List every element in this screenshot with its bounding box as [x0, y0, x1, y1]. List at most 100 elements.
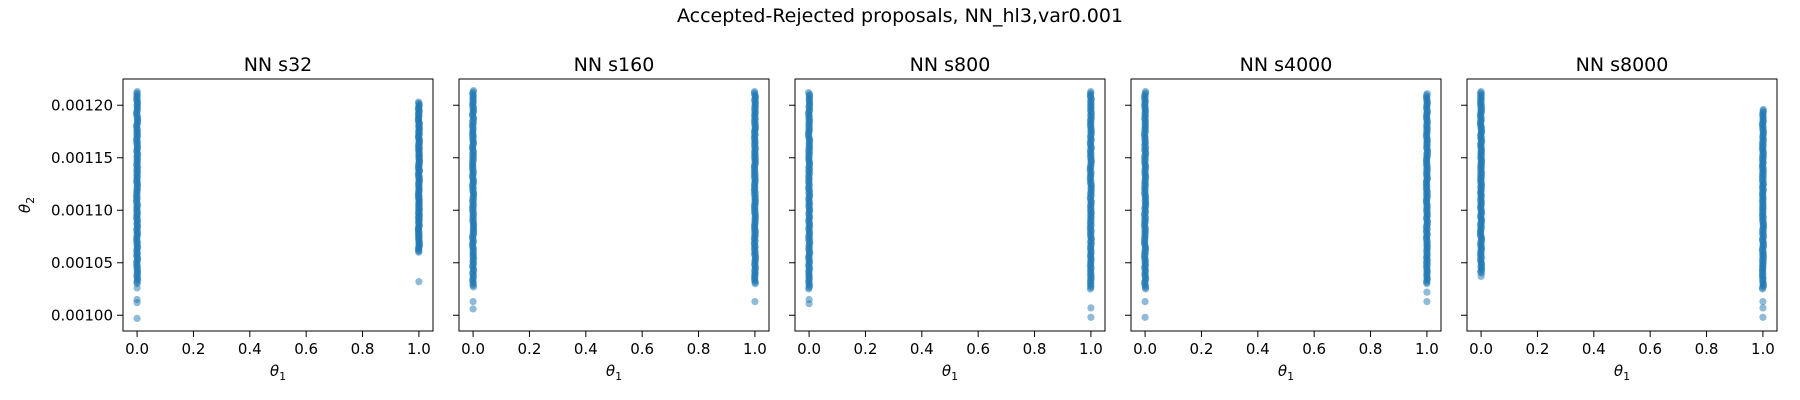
axes-frame	[794, 78, 1106, 332]
data-point	[414, 98, 423, 106]
x-tick-label: 0.0	[461, 340, 485, 358]
axes-frame	[1466, 78, 1778, 332]
data-point	[1087, 313, 1095, 321]
y-tick-label: 0.00110	[51, 201, 113, 219]
x-tick-label: 0.8	[351, 340, 375, 358]
x-axis-label: θ1	[942, 362, 958, 383]
subplot-title: NN s800	[910, 54, 991, 76]
data-point	[1141, 313, 1149, 321]
scatter-points	[468, 86, 760, 313]
data-point	[1423, 90, 1431, 98]
subplot-1: NN s32 0.0 0.2 0.4 0.6 0.8 1.0 θ1 0.00100 0.00105…	[16, 54, 434, 383]
axes-frame	[122, 78, 434, 332]
y-tick-label: 0.00115	[51, 149, 113, 167]
x-tick-label: 1.0	[1751, 340, 1775, 358]
x-axis-label: θ1	[1278, 362, 1294, 383]
data-point	[469, 305, 477, 313]
subplot-title: NN s8000	[1576, 54, 1669, 76]
data-point	[133, 284, 141, 292]
axes-frame	[1130, 78, 1442, 332]
x-tick-label: 0.8	[1359, 340, 1383, 358]
data-point	[1423, 288, 1431, 296]
data-point	[133, 88, 141, 96]
subplot-3: NN s800 0.0 0.2 0.4 0.6 0.8 1.0 θ1	[789, 54, 1106, 383]
scatter-points	[804, 88, 1096, 321]
subplot-5: NN s8000 0.0 0.2 0.4 0.6 0.8 1.0 θ1	[1461, 54, 1778, 383]
y-axis-label: θ2	[16, 197, 37, 213]
x-tick-label: 0.4	[574, 340, 598, 358]
subplot-4: NN s4000 0.0 0.2 0.4 0.6 0.8 1.0 θ1	[1125, 54, 1442, 383]
x-axis-label: θ1	[606, 362, 622, 383]
x-tick-label: 0.2	[854, 340, 878, 358]
x-axis: 0.0 0.2 0.4 0.6 0.8 1.0 θ1	[797, 331, 1103, 383]
y-axis: 0.00100 0.00105 0.00110 0.00115 0.00120 θ2	[16, 96, 123, 324]
x-axis-label: θ1	[270, 362, 286, 383]
subplot-title: NN s32	[244, 54, 313, 76]
x-tick-label: 0.2	[182, 340, 206, 358]
data-point	[1087, 304, 1095, 312]
x-tick-label: 1.0	[743, 340, 767, 358]
scatter-points	[1140, 88, 1432, 321]
data-point	[415, 278, 423, 286]
data-point	[805, 300, 813, 308]
subplot-title: NN s4000	[1240, 54, 1333, 76]
x-tick-label: 0.6	[966, 340, 990, 358]
y-axis	[789, 104, 795, 316]
x-tick-label: 0.0	[125, 340, 149, 358]
x-axis: 0.0 0.2 0.4 0.6 0.8 1.0 θ1	[461, 331, 767, 383]
x-tick-label: 0.4	[1582, 340, 1606, 358]
scatter-points	[132, 88, 424, 322]
x-axis-label: θ1	[1614, 362, 1630, 383]
scatter-points	[1476, 88, 1768, 321]
x-axis: 0.0 0.2 0.4 0.6 0.8 1.0 θ1	[1469, 331, 1775, 383]
data-point	[469, 298, 477, 306]
data-point	[1141, 298, 1149, 306]
data-point	[133, 314, 141, 322]
data-point	[804, 89, 813, 97]
x-tick-label: 0.6	[630, 340, 654, 358]
x-axis: 0.0 0.2 0.4 0.6 0.8 1.0 θ1	[1133, 331, 1439, 383]
x-tick-label: 0.4	[238, 340, 262, 358]
data-point	[1759, 304, 1767, 312]
data-point	[750, 88, 759, 96]
data-point	[1477, 272, 1485, 280]
x-tick-label: 0.6	[1302, 340, 1326, 358]
data-point	[1423, 298, 1431, 306]
data-point	[469, 86, 478, 95]
x-tick-label: 0.0	[1469, 340, 1493, 358]
x-tick-label: 0.8	[1695, 340, 1719, 358]
y-tick-label: 0.00105	[51, 254, 113, 272]
data-point	[751, 298, 759, 306]
subplot-title: NN s160	[574, 54, 655, 76]
x-tick-label: 1.0	[1079, 340, 1103, 358]
data-point	[1759, 105, 1767, 114]
data-point	[1087, 88, 1095, 96]
x-tick-label: 0.4	[910, 340, 934, 358]
data-point	[1759, 313, 1767, 321]
x-tick-label: 0.2	[1526, 340, 1550, 358]
x-tick-label: 0.0	[797, 340, 821, 358]
data-point	[1141, 88, 1150, 96]
y-tick-label: 0.00100	[51, 306, 113, 324]
data-point	[133, 299, 141, 307]
x-tick-label: 0.8	[1023, 340, 1047, 358]
x-tick-label: 0.0	[1133, 340, 1157, 358]
subplot-2: NN s160 0.0 0.2 0.4 0.6 0.8 1.0 θ1	[453, 54, 770, 383]
subplot-grid: NN s32 0.0 0.2 0.4 0.6 0.8 1.0 θ1 0.00100 0.00105…	[16, 54, 1778, 383]
y-axis	[1125, 104, 1131, 316]
figure-suptitle: Accepted-Rejected proposals, NN_hl3,var0…	[677, 5, 1123, 27]
y-tick-label: 0.00120	[51, 96, 113, 114]
x-tick-label: 0.2	[518, 340, 542, 358]
data-point	[1477, 88, 1485, 96]
x-tick-label: 1.0	[1415, 340, 1439, 358]
data-point	[1759, 298, 1767, 306]
y-axis	[1461, 104, 1467, 316]
x-axis: 0.0 0.2 0.4 0.6 0.8 1.0 θ1	[125, 331, 431, 383]
x-tick-label: 0.4	[1246, 340, 1270, 358]
axes-frame	[458, 78, 770, 332]
x-tick-label: 0.6	[1638, 340, 1662, 358]
x-tick-label: 0.2	[1190, 340, 1214, 358]
x-tick-label: 0.6	[294, 340, 318, 358]
x-tick-label: 1.0	[407, 340, 431, 358]
